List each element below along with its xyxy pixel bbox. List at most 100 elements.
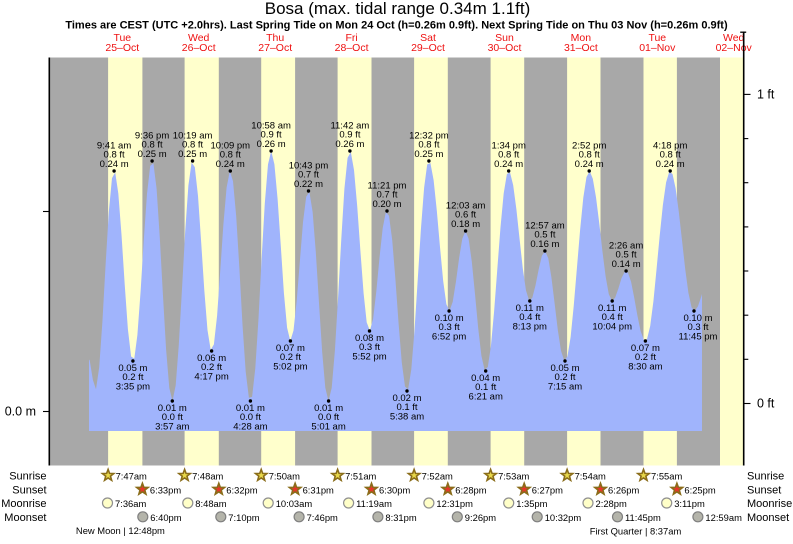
svg-text:2:26 am: 2:26 am bbox=[609, 240, 643, 251]
svg-text:0.22 m: 0.22 m bbox=[294, 179, 323, 190]
svg-text:01–Nov: 01–Nov bbox=[639, 42, 676, 54]
svg-text:1:35pm: 1:35pm bbox=[516, 498, 547, 509]
svg-text:0.01 m: 0.01 m bbox=[158, 403, 187, 414]
svg-text:0 ft: 0 ft bbox=[757, 397, 775, 411]
svg-text:5:52 pm: 5:52 pm bbox=[352, 351, 386, 362]
svg-text:0.25 m: 0.25 m bbox=[178, 149, 207, 160]
svg-text:6:30pm: 6:30pm bbox=[379, 484, 410, 495]
svg-text:3:35 pm: 3:35 pm bbox=[116, 381, 150, 392]
svg-text:10:04 pm: 10:04 pm bbox=[592, 321, 632, 332]
svg-text:Sat: Sat bbox=[420, 32, 436, 44]
svg-text:26–Oct: 26–Oct bbox=[182, 42, 216, 54]
svg-text:0.10 m: 0.10 m bbox=[683, 313, 712, 324]
svg-text:0.7 ft: 0.7 ft bbox=[376, 190, 397, 201]
svg-text:0.20 m: 0.20 m bbox=[372, 199, 401, 210]
svg-text:0.05 m: 0.05 m bbox=[550, 363, 579, 374]
svg-text:7:47am: 7:47am bbox=[116, 470, 147, 481]
svg-text:0.11 m: 0.11 m bbox=[598, 303, 626, 314]
svg-text:8:31pm: 8:31pm bbox=[385, 512, 416, 523]
svg-text:0.3 ft: 0.3 ft bbox=[359, 342, 380, 353]
svg-text:6:26pm: 6:26pm bbox=[608, 484, 639, 495]
svg-text:Sunset: Sunset bbox=[747, 484, 781, 496]
svg-text:27–Oct: 27–Oct bbox=[258, 42, 292, 54]
svg-text:2:28pm: 2:28pm bbox=[596, 498, 627, 509]
svg-text:0.1 ft: 0.1 ft bbox=[396, 402, 417, 413]
svg-text:2:52 pm: 2:52 pm bbox=[572, 140, 606, 151]
svg-text:0.6 ft: 0.6 ft bbox=[455, 210, 476, 221]
svg-text:8:30 am: 8:30 am bbox=[628, 361, 662, 372]
svg-text:0.2 ft: 0.2 ft bbox=[280, 352, 301, 363]
svg-text:0.2 ft: 0.2 ft bbox=[201, 362, 222, 373]
svg-text:0.02 m: 0.02 m bbox=[392, 393, 421, 404]
svg-text:6:33pm: 6:33pm bbox=[150, 484, 181, 495]
svg-text:5:38 am: 5:38 am bbox=[390, 411, 424, 422]
svg-text:0.16 m: 0.16 m bbox=[530, 239, 559, 250]
svg-text:Bosa (max. tidal range 0.34m 1: Bosa (max. tidal range 0.34m 1.1ft) bbox=[265, 0, 531, 18]
svg-text:11:42 am: 11:42 am bbox=[330, 120, 369, 131]
svg-text:0.0 ft: 0.0 ft bbox=[162, 412, 183, 423]
svg-text:5:01 am: 5:01 am bbox=[311, 421, 345, 432]
svg-text:0.25 m: 0.25 m bbox=[138, 149, 167, 160]
svg-text:6:21 am: 6:21 am bbox=[469, 391, 503, 402]
svg-text:0.5 ft: 0.5 ft bbox=[616, 250, 637, 261]
svg-text:1:34 pm: 1:34 pm bbox=[492, 140, 526, 151]
svg-text:8:48am: 8:48am bbox=[195, 498, 226, 509]
svg-text:0.07 m: 0.07 m bbox=[631, 343, 660, 354]
svg-text:7:53am: 7:53am bbox=[498, 470, 529, 481]
svg-text:11:45pm: 11:45pm bbox=[625, 512, 661, 523]
svg-text:0.24 m: 0.24 m bbox=[656, 159, 685, 170]
svg-text:7:52am: 7:52am bbox=[422, 470, 453, 481]
svg-text:7:10pm: 7:10pm bbox=[228, 512, 259, 523]
svg-text:0.25 m: 0.25 m bbox=[414, 149, 443, 160]
svg-text:10:09 pm: 10:09 pm bbox=[210, 140, 250, 151]
svg-text:0.2 ft: 0.2 ft bbox=[635, 352, 656, 363]
svg-text:0.3 ft: 0.3 ft bbox=[439, 322, 460, 333]
svg-text:Moonrise: Moonrise bbox=[1, 498, 46, 510]
svg-text:Fri: Fri bbox=[345, 32, 357, 44]
svg-text:0.18 m: 0.18 m bbox=[451, 219, 480, 230]
svg-text:10:32pm: 10:32pm bbox=[545, 512, 582, 523]
svg-text:0.8 ft: 0.8 ft bbox=[220, 150, 241, 161]
svg-text:12:57 am: 12:57 am bbox=[525, 220, 565, 231]
svg-text:7:50am: 7:50am bbox=[269, 470, 300, 481]
svg-text:0.8 ft: 0.8 ft bbox=[104, 150, 125, 161]
svg-text:10:19 am: 10:19 am bbox=[173, 130, 213, 141]
svg-text:28–Oct: 28–Oct bbox=[335, 42, 369, 54]
svg-text:25–Oct: 25–Oct bbox=[105, 42, 139, 54]
svg-text:7:51am: 7:51am bbox=[345, 470, 376, 481]
svg-text:0.8 ft: 0.8 ft bbox=[579, 150, 600, 161]
svg-text:0.24 m: 0.24 m bbox=[216, 159, 245, 170]
svg-text:0.2 ft: 0.2 ft bbox=[122, 372, 143, 383]
svg-text:0.2 ft: 0.2 ft bbox=[554, 372, 575, 383]
svg-text:Sunrise: Sunrise bbox=[9, 470, 46, 482]
svg-text:11:45 pm: 11:45 pm bbox=[679, 331, 718, 342]
svg-text:7:15 am: 7:15 am bbox=[548, 381, 582, 392]
svg-text:9:41 am: 9:41 am bbox=[97, 140, 131, 151]
svg-text:0.10 m: 0.10 m bbox=[435, 313, 464, 324]
svg-text:6:31pm: 6:31pm bbox=[303, 484, 334, 495]
svg-text:0.9 ft: 0.9 ft bbox=[261, 130, 282, 141]
svg-text:7:36am: 7:36am bbox=[115, 498, 146, 509]
svg-text:0.26 m: 0.26 m bbox=[335, 139, 364, 150]
svg-text:29–Oct: 29–Oct bbox=[411, 42, 445, 54]
svg-text:4:18 pm: 4:18 pm bbox=[653, 140, 687, 151]
svg-text:0.1 ft: 0.1 ft bbox=[475, 382, 496, 393]
svg-text:7:54am: 7:54am bbox=[575, 470, 606, 481]
svg-text:10:03am: 10:03am bbox=[276, 498, 313, 509]
svg-text:Mon: Mon bbox=[571, 32, 592, 44]
svg-text:1 ft: 1 ft bbox=[757, 88, 775, 102]
svg-text:8:13 pm: 8:13 pm bbox=[513, 321, 547, 332]
svg-text:12:59am: 12:59am bbox=[705, 512, 742, 523]
svg-text:0.01 m: 0.01 m bbox=[314, 403, 343, 414]
svg-text:4:17 pm: 4:17 pm bbox=[194, 371, 228, 382]
svg-text:0.04 m: 0.04 m bbox=[471, 373, 500, 384]
svg-text:Sunrise: Sunrise bbox=[747, 470, 784, 482]
svg-text:0.0 ft: 0.0 ft bbox=[318, 412, 339, 423]
svg-text:6:28pm: 6:28pm bbox=[455, 484, 486, 495]
svg-text:0.9 ft: 0.9 ft bbox=[339, 130, 360, 141]
svg-text:10:43 pm: 10:43 pm bbox=[289, 160, 329, 171]
svg-text:0.24 m: 0.24 m bbox=[494, 159, 523, 170]
svg-text:9:26pm: 9:26pm bbox=[465, 512, 496, 523]
svg-text:0.08 m: 0.08 m bbox=[355, 333, 384, 344]
svg-text:Times are CEST (UTC +2.0hrs).: Times are CEST (UTC +2.0hrs). Last Sprin… bbox=[65, 19, 728, 31]
